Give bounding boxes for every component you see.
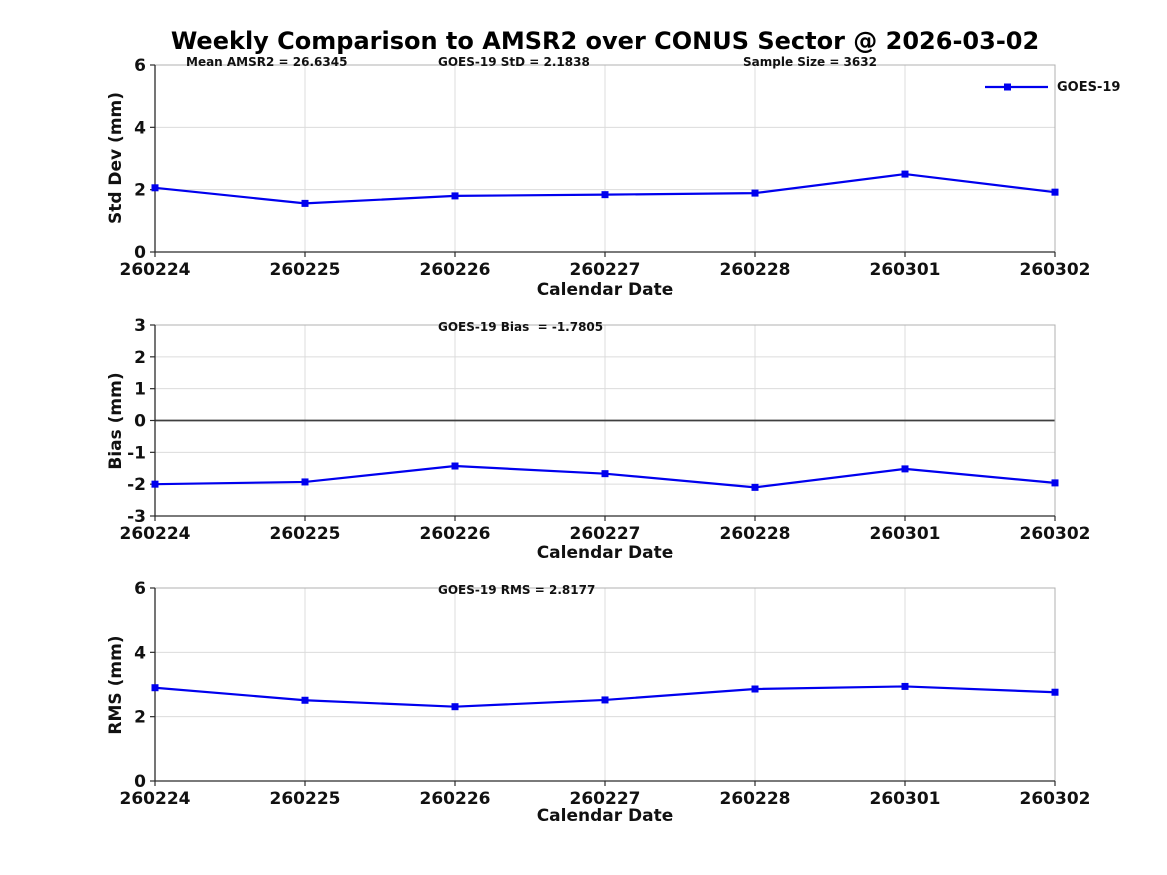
y-tick-label: 0 xyxy=(134,243,146,263)
annotation-sample-size: Sample Size = 3632 xyxy=(743,55,877,69)
data-point-marker xyxy=(901,465,909,473)
legend-line-sample-icon xyxy=(985,83,1048,91)
x-tick-label: 260228 xyxy=(720,524,791,544)
y-tick-label: -3 xyxy=(127,507,146,527)
subplot-stddev: 260224 260225 260226 260227 260228 260301 2603… xyxy=(120,56,1091,280)
y-tick-label: 2 xyxy=(134,348,146,368)
x-tick-label: 260301 xyxy=(870,524,941,544)
annotation-goes19-bias: GOES-19 Bias = -1.7805 xyxy=(438,320,604,334)
x-tick-label: 260225 xyxy=(270,524,341,544)
data-point-marker xyxy=(751,483,759,491)
x-tick-label: 260302 xyxy=(1020,789,1091,809)
legend-label: GOES-19 xyxy=(1057,79,1121,95)
xlabel-calendar-date-2: Calendar Date xyxy=(536,543,674,563)
data-point-marker xyxy=(901,682,909,690)
xlabel-calendar-date-1: Calendar Date xyxy=(536,280,674,300)
legend-square-marker-icon xyxy=(1004,83,1011,91)
y-tick-label: 4 xyxy=(134,118,146,138)
ylabel-stddev: Std Dev (mm) xyxy=(106,91,126,225)
x-tick-label: 260227 xyxy=(570,789,641,809)
data-point-marker xyxy=(301,199,309,207)
axis-box-top-right xyxy=(155,324,1056,516)
x-tick-label: 260224 xyxy=(120,260,191,280)
axis-box-top-right xyxy=(155,587,1056,781)
y-tick-label: 0 xyxy=(134,412,146,432)
data-point-marker xyxy=(601,470,609,478)
data-point-marker xyxy=(451,192,459,200)
annotation-goes19-std: GOES-19 StD = 2.1838 xyxy=(438,55,590,69)
x-tick-label: 260224 xyxy=(120,524,191,544)
y-tick-label: -2 xyxy=(127,475,146,495)
x-tick-label: 260301 xyxy=(870,260,941,280)
figure-title: Weekly Comparison to AMSR2 over CONUS Se… xyxy=(170,27,1040,55)
annotation-mean-amsr2: Mean AMSR2 = 26.6345 xyxy=(186,55,348,69)
y-tick-label: 2 xyxy=(134,181,146,201)
ylabel-rms: RMS (mm) xyxy=(106,635,126,735)
data-point-marker xyxy=(301,478,309,486)
data-point-marker xyxy=(301,696,309,704)
data-point-marker xyxy=(1051,688,1059,696)
data-point-marker xyxy=(601,191,609,199)
x-tick-label: 260227 xyxy=(570,260,641,280)
y-tick-label: 1 xyxy=(134,380,146,400)
data-point-marker xyxy=(151,184,159,192)
x-tick-label: 260226 xyxy=(420,524,491,544)
annotation-goes19-rms: GOES-19 RMS = 2.8177 xyxy=(438,583,596,597)
data-point-marker xyxy=(1051,479,1059,487)
x-tick-label: 260228 xyxy=(720,260,791,280)
y-tick-label: 6 xyxy=(134,56,146,76)
xlabel-calendar-date-3: Calendar Date xyxy=(536,806,674,826)
legend: GOES-19 xyxy=(984,79,1120,95)
x-tick-label: 260228 xyxy=(720,789,791,809)
subplot-rms: 260224 260225 260226 260227 260228 260301 2603… xyxy=(120,579,1091,809)
x-tick-label: 260302 xyxy=(1020,260,1091,280)
x-tick-label: 260302 xyxy=(1020,524,1091,544)
data-point-marker xyxy=(451,462,459,470)
y-tick-label: 3 xyxy=(134,316,146,336)
y-tick-label: 6 xyxy=(134,579,146,599)
data-point-marker xyxy=(151,480,159,488)
x-tick-label: 260301 xyxy=(870,789,941,809)
y-tick-label: 2 xyxy=(134,708,146,728)
x-tick-label: 260226 xyxy=(420,260,491,280)
data-point-marker xyxy=(901,170,909,178)
data-point-marker xyxy=(751,685,759,693)
data-point-marker xyxy=(601,696,609,704)
y-tick-label: -1 xyxy=(127,443,146,463)
data-point-marker xyxy=(451,703,459,711)
data-point-marker xyxy=(151,684,159,692)
data-point-marker xyxy=(751,189,759,197)
x-tick-label: 260225 xyxy=(270,789,341,809)
x-tick-label: 260225 xyxy=(270,260,341,280)
x-tick-label: 260226 xyxy=(420,789,491,809)
subplot-bias: 260224 260225 260226 260227 260228 260301 2603… xyxy=(120,316,1091,544)
y-tick-label: 0 xyxy=(134,772,146,792)
ylabel-bias: Bias (mm) xyxy=(106,372,126,470)
x-tick-label: 260227 xyxy=(570,524,641,544)
y-tick-label: 4 xyxy=(134,643,146,663)
data-point-marker xyxy=(1051,188,1059,196)
x-tick-label: 260224 xyxy=(120,789,191,809)
